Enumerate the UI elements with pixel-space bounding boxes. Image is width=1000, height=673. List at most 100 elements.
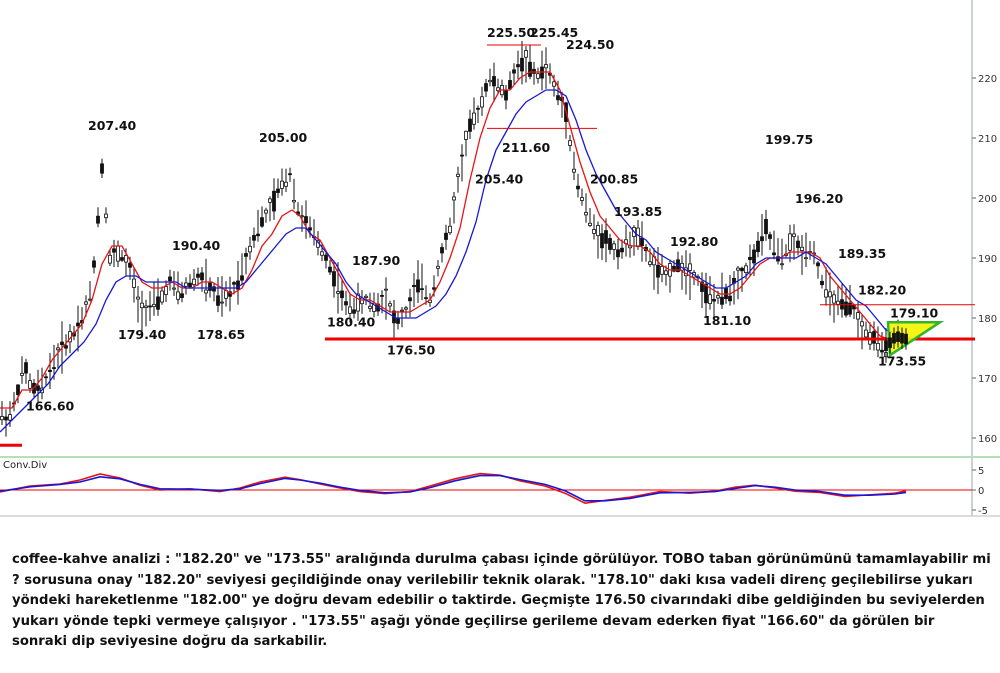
candle-body [672, 265, 676, 272]
candle-body [224, 290, 228, 299]
candle-body [524, 50, 528, 58]
candle-body [664, 270, 668, 275]
candle-body [648, 261, 652, 265]
candle-body [576, 185, 580, 190]
price-level-label: 199.75 [765, 132, 813, 147]
indicator-macd-line [0, 472, 907, 505]
candle-body [24, 362, 28, 374]
candle-body [252, 235, 256, 241]
candle-body [92, 260, 96, 268]
price-level-label: 207.40 [88, 118, 137, 133]
candle-body [248, 245, 252, 253]
candle-body [856, 312, 860, 320]
candle-body [56, 347, 60, 351]
candle-body [144, 305, 148, 308]
candle-body [64, 345, 68, 349]
y-tick-label: 200 [978, 194, 997, 205]
candle-body [120, 257, 124, 261]
y-tick-label: 170 [978, 374, 997, 385]
price-level-label: 196.20 [795, 191, 844, 206]
candle-body [264, 209, 268, 214]
candle-body [452, 196, 456, 201]
candle-body [480, 96, 484, 108]
candle-body [384, 288, 388, 291]
candle-body [352, 309, 356, 314]
candle-body [420, 288, 424, 291]
candle-body [308, 227, 312, 231]
price-level-label: 178.65 [197, 327, 245, 342]
candle-body [656, 264, 660, 278]
candle-body [472, 112, 476, 125]
candle-body [528, 61, 532, 77]
candle-body [232, 282, 236, 285]
candle-body [612, 243, 616, 250]
candle-body [324, 254, 328, 261]
candle-body [896, 331, 900, 342]
candle-body [168, 276, 172, 282]
candle-body [444, 232, 448, 240]
indicator-label: Conv.Div [3, 460, 47, 471]
candle-body [4, 416, 8, 421]
candle-body [236, 280, 240, 290]
candle-body [820, 280, 824, 286]
candle-body [636, 227, 640, 247]
candle-body [244, 253, 248, 257]
candle-body [436, 265, 440, 269]
candle-body [608, 238, 612, 250]
candle-body [748, 256, 752, 260]
candle-body [204, 289, 208, 294]
candle-body [332, 271, 336, 287]
candle-body [160, 290, 164, 303]
candle-body [760, 236, 764, 242]
candle-body [276, 188, 280, 193]
candle-body [304, 216, 308, 224]
candle-body [884, 340, 888, 351]
candle-body [336, 291, 340, 294]
indicator-tick-label: 0 [978, 486, 984, 497]
candle-body [212, 286, 216, 292]
candle-body [736, 267, 740, 271]
price-level-label: 166.60 [26, 398, 75, 413]
candle-body [824, 289, 828, 298]
candle-body [516, 64, 520, 68]
candle-body [196, 273, 200, 278]
candle-body [508, 80, 512, 90]
candle-body [592, 229, 596, 234]
candle-body [720, 296, 724, 305]
candle-body [172, 287, 176, 290]
price-level-label: 190.40 [172, 238, 221, 253]
analysis-text: coffee-kahve analizi : "182.20" ve "173.… [12, 552, 991, 649]
price-level-label: 205.40 [475, 172, 524, 187]
candle-body [132, 278, 136, 288]
candle-body [616, 249, 620, 258]
candle-body [128, 262, 132, 268]
candle-body [216, 295, 220, 306]
candle-body [136, 296, 140, 300]
slow-moving-average [0, 89, 904, 433]
fast-moving-average [0, 71, 904, 409]
candle-body [800, 246, 804, 251]
candle-body [484, 83, 488, 92]
candle-body [152, 303, 156, 307]
candle-body [792, 233, 796, 237]
price-level-label: 189.35 [838, 246, 886, 261]
candle-body [344, 301, 348, 306]
candle-body [52, 367, 56, 369]
candle-body [756, 240, 760, 253]
candle-body [404, 307, 408, 310]
candle-body [268, 198, 272, 203]
candle-body [872, 331, 876, 344]
price-level-label: 200.85 [590, 172, 638, 187]
candle-body [772, 252, 776, 256]
candle-body [148, 305, 152, 308]
candle-body [752, 249, 756, 264]
y-tick-label: 160 [978, 434, 997, 445]
candle-body [396, 317, 400, 324]
candle-body [272, 190, 276, 212]
candle-body [520, 57, 524, 72]
price-level-label: 179.10 [890, 305, 939, 320]
candle-body [780, 263, 784, 266]
candle-body [464, 130, 468, 140]
candle-body [348, 306, 352, 314]
candle-body [108, 254, 112, 264]
